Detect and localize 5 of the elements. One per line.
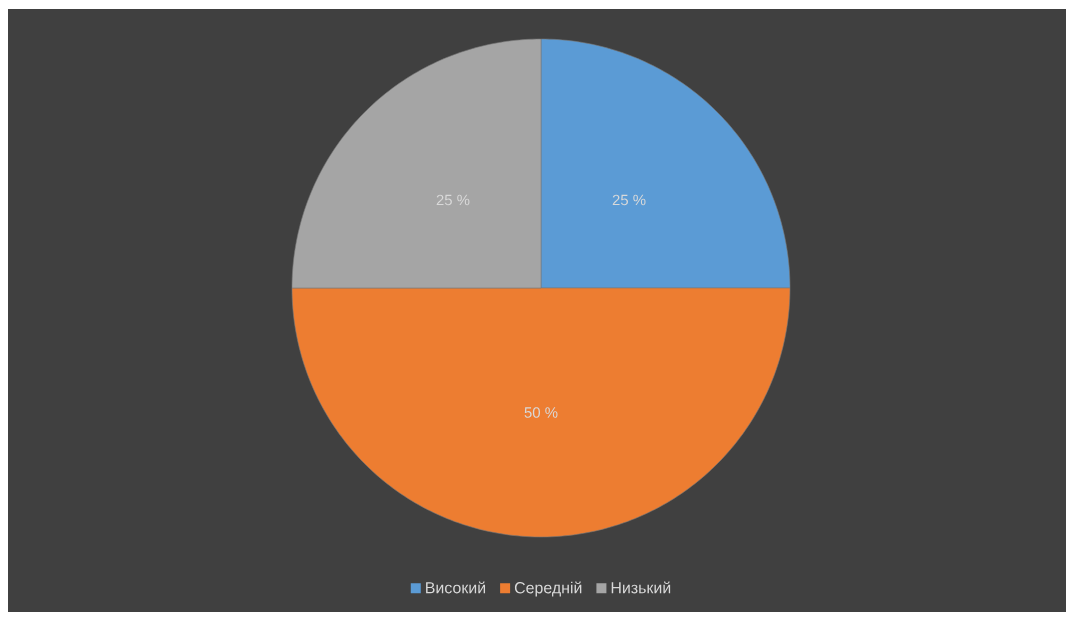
- data-label: 50 %: [524, 407, 558, 418]
- legend-label: Низький: [611, 581, 671, 594]
- data-label: 25 %: [612, 194, 646, 206]
- legend-label: Високий: [426, 581, 486, 594]
- legend-label: Середній: [514, 581, 582, 597]
